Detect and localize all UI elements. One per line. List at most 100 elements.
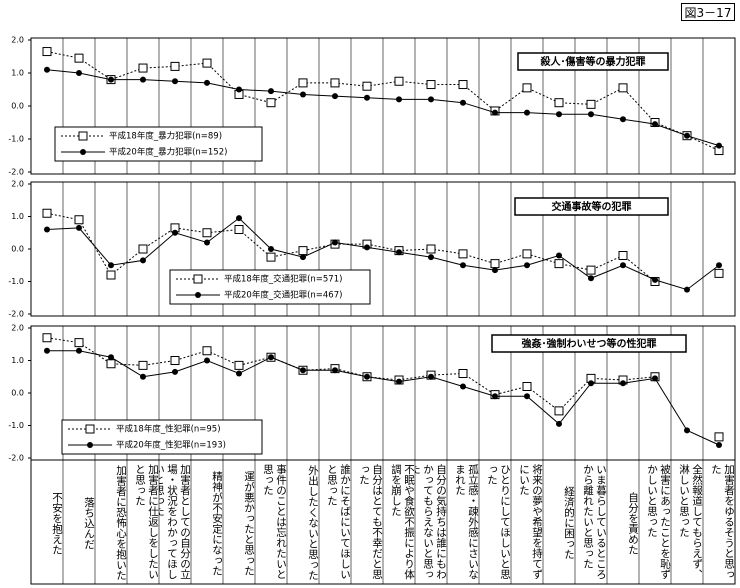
data-point <box>586 99 596 109</box>
data-point <box>522 249 532 259</box>
data-point <box>460 99 466 106</box>
data-point <box>394 76 404 86</box>
legend-marker <box>85 424 95 434</box>
data-point <box>76 70 82 76</box>
data-point <box>458 80 468 90</box>
data-point <box>140 373 146 380</box>
data-point <box>234 360 244 370</box>
data-point <box>76 347 82 354</box>
x-tick-label: 加害者をゆるそうと思った <box>710 464 735 580</box>
data-point <box>170 356 180 365</box>
data-point <box>74 215 84 225</box>
data-point <box>172 368 178 375</box>
data-point <box>108 262 114 269</box>
series-line <box>46 69 720 147</box>
data-point <box>714 268 724 278</box>
x-tick-label: 事件のことは忘れたいと思った <box>262 464 287 580</box>
data-point <box>396 96 402 103</box>
data-point <box>716 262 722 269</box>
data-point <box>138 360 148 370</box>
panel-title-box <box>517 52 669 71</box>
data-point <box>266 98 276 108</box>
y-tick-label: 1.0 <box>11 356 24 365</box>
data-point <box>268 354 274 361</box>
figure-label: 図3－17 <box>681 3 735 21</box>
x-tick-label: 経済的に困った <box>563 486 575 560</box>
data-point <box>428 254 434 261</box>
legend-label: 平成18年度_性犯罪(n=95) <box>116 424 221 435</box>
data-point <box>524 262 530 269</box>
data-point <box>332 239 338 246</box>
data-point <box>588 380 594 387</box>
data-point <box>76 224 82 231</box>
data-point <box>458 249 468 259</box>
legend-marker <box>80 149 86 155</box>
data-point <box>492 393 498 400</box>
panel-title-box <box>491 334 687 353</box>
data-point <box>620 116 626 123</box>
data-point <box>362 81 372 91</box>
data-point <box>42 208 52 218</box>
x-tick-label: 運が悪かったと思った <box>243 470 255 576</box>
y-tick-label: 2.0 <box>11 324 24 333</box>
data-point <box>716 442 722 448</box>
data-point <box>140 76 146 83</box>
data-point <box>268 246 274 252</box>
data-point <box>236 215 242 222</box>
data-point <box>204 239 210 246</box>
data-point <box>234 225 244 234</box>
data-point <box>458 369 468 378</box>
data-point <box>684 286 690 293</box>
data-point <box>204 79 210 86</box>
data-point <box>428 373 434 380</box>
x-tick-label: 加害者に恐怖心を抱いた <box>115 465 127 581</box>
data-point <box>364 94 370 101</box>
data-point <box>620 262 626 269</box>
y-tick-label: 2.0 <box>11 36 24 45</box>
data-point <box>300 254 306 261</box>
data-point <box>428 96 434 103</box>
data-point <box>106 359 116 369</box>
data-point <box>492 109 498 116</box>
x-tick-label: 全然報道してもらえず、淋しいと思った <box>678 464 703 580</box>
x-tick-label: 自分はとても不幸だと思った <box>358 464 383 580</box>
series-line <box>46 217 720 291</box>
x-tick-label: 将来の夢や希望を持てずにいた <box>518 464 543 580</box>
data-point <box>108 354 114 361</box>
legend-label: 平成20年度_交通犯罪(n=467) <box>224 290 342 301</box>
y-tick-label: -2.0 <box>8 310 24 319</box>
x-tick-label: 落ち込んだ <box>83 496 95 550</box>
x-tick-label: 被害にあったことを恥ずかしいと思った <box>646 464 671 580</box>
data-point <box>44 347 50 354</box>
data-point <box>202 346 212 356</box>
legend-marker <box>193 274 203 284</box>
legend-label: 平成20年度_暴力犯罪(n=152) <box>109 147 227 158</box>
data-point <box>588 275 594 282</box>
y-tick-label: 1.0 <box>11 69 24 78</box>
x-tick-label: 精神が不安定になった <box>211 470 223 576</box>
panel-title: 強姦･強制わいせつ等の性犯罪 <box>522 337 657 350</box>
data-point <box>586 265 596 275</box>
data-point <box>652 375 658 382</box>
series-line <box>47 350 720 446</box>
data-point <box>364 373 370 380</box>
data-point <box>268 88 274 95</box>
data-point <box>236 86 242 93</box>
data-point <box>42 333 52 343</box>
x-tick-label: 自分の気持ちは誰にもわかってもらえないと思った <box>415 464 447 580</box>
y-tick-label: -1.0 <box>8 135 24 144</box>
data-point <box>588 111 594 118</box>
data-point <box>556 111 562 118</box>
legend-label: 平成18年度_暴力犯罪(n=89) <box>109 131 222 142</box>
data-point <box>364 244 370 251</box>
data-point <box>106 270 116 280</box>
data-point <box>44 66 50 73</box>
data-point <box>74 338 84 348</box>
x-tick-label: ひとりにしてほしいと思った <box>486 464 511 580</box>
data-point <box>716 142 722 149</box>
data-point <box>684 427 690 434</box>
series-line <box>46 51 720 152</box>
data-point <box>652 276 658 283</box>
x-tick-label: 不安を抱えた <box>51 491 63 555</box>
